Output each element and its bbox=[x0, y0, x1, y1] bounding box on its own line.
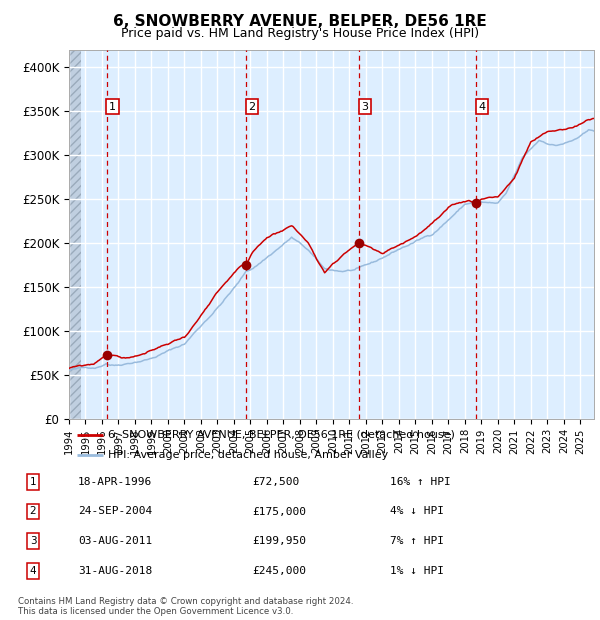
Text: £199,950: £199,950 bbox=[252, 536, 306, 546]
Text: 3: 3 bbox=[362, 102, 368, 112]
Text: 2: 2 bbox=[248, 102, 256, 112]
Text: £175,000: £175,000 bbox=[252, 507, 306, 516]
Text: 4: 4 bbox=[29, 566, 37, 576]
Text: 18-APR-1996: 18-APR-1996 bbox=[78, 477, 152, 487]
Text: 24-SEP-2004: 24-SEP-2004 bbox=[78, 507, 152, 516]
Text: 03-AUG-2011: 03-AUG-2011 bbox=[78, 536, 152, 546]
Text: 2: 2 bbox=[29, 507, 37, 516]
Text: 6, SNOWBERRY AVENUE, BELPER, DE56 1RE (detached house): 6, SNOWBERRY AVENUE, BELPER, DE56 1RE (d… bbox=[109, 430, 455, 440]
Text: Contains HM Land Registry data © Crown copyright and database right 2024.: Contains HM Land Registry data © Crown c… bbox=[18, 597, 353, 606]
Text: This data is licensed under the Open Government Licence v3.0.: This data is licensed under the Open Gov… bbox=[18, 606, 293, 616]
Text: HPI: Average price, detached house, Amber Valley: HPI: Average price, detached house, Ambe… bbox=[109, 450, 389, 459]
Text: £72,500: £72,500 bbox=[252, 477, 299, 487]
Text: £245,000: £245,000 bbox=[252, 566, 306, 576]
Text: 31-AUG-2018: 31-AUG-2018 bbox=[78, 566, 152, 576]
Text: Price paid vs. HM Land Registry's House Price Index (HPI): Price paid vs. HM Land Registry's House … bbox=[121, 27, 479, 40]
Text: 1: 1 bbox=[29, 477, 37, 487]
Text: 4: 4 bbox=[478, 102, 485, 112]
Text: 3: 3 bbox=[29, 536, 37, 546]
Text: 4% ↓ HPI: 4% ↓ HPI bbox=[390, 507, 444, 516]
Text: 1: 1 bbox=[109, 102, 116, 112]
Text: 1% ↓ HPI: 1% ↓ HPI bbox=[390, 566, 444, 576]
Text: 16% ↑ HPI: 16% ↑ HPI bbox=[390, 477, 451, 487]
Text: 6, SNOWBERRY AVENUE, BELPER, DE56 1RE: 6, SNOWBERRY AVENUE, BELPER, DE56 1RE bbox=[113, 14, 487, 29]
Text: 7% ↑ HPI: 7% ↑ HPI bbox=[390, 536, 444, 546]
